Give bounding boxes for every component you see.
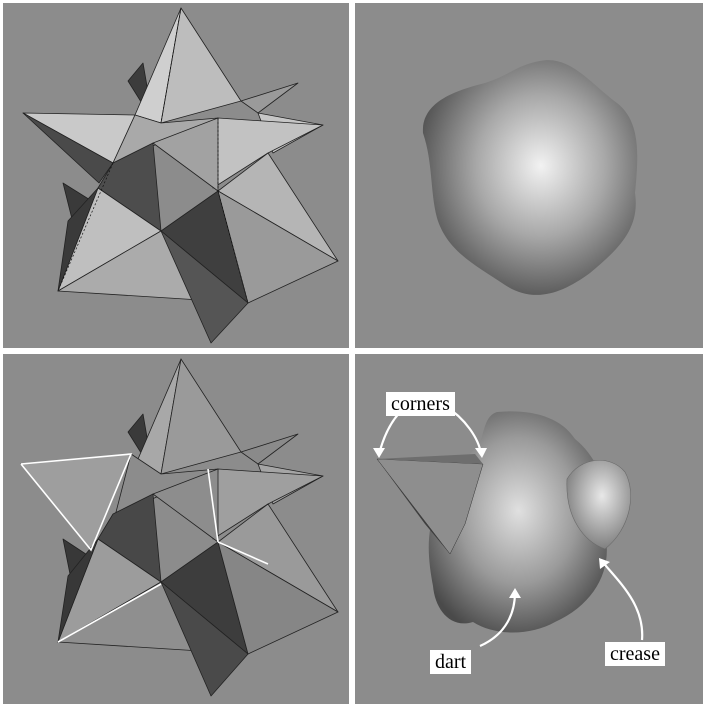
panel-star-tagged [3,354,349,704]
surface-features-image [373,405,644,648]
tagged-edges [20,453,269,643]
panel-smooth-surface [355,3,703,348]
star-polyhedron-image [22,7,339,344]
dart-label: dart [430,650,472,674]
star-tagged-image [20,358,339,697]
panel-star-control-mesh [3,3,349,348]
panel-surface-features: corners dart crease [355,354,703,704]
corners-label: corners [386,392,455,416]
smooth-surface-image [422,60,638,295]
crease-label: crease [605,642,665,666]
